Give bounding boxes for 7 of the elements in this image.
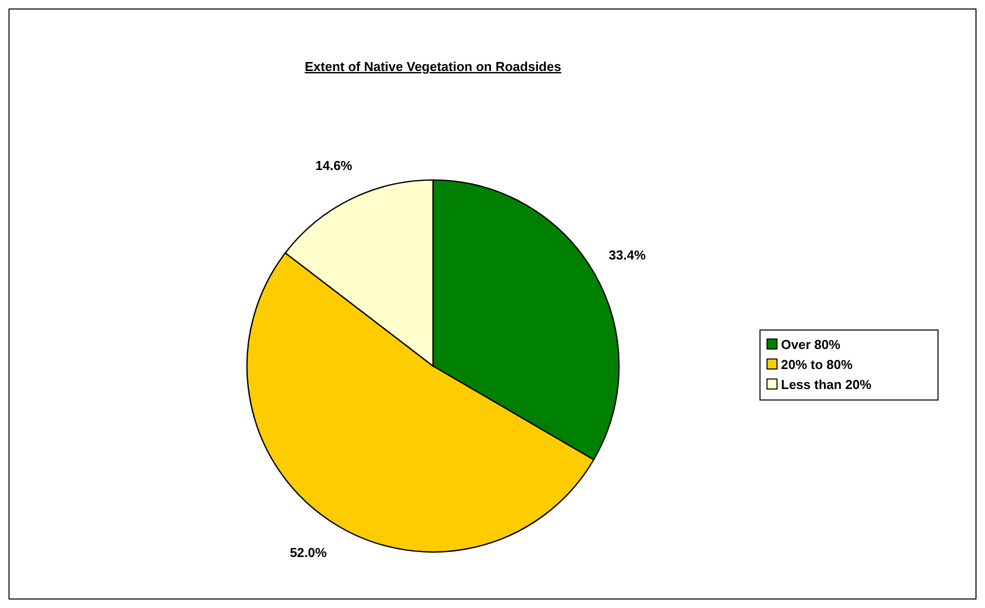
data-label: 14.6% — [315, 158, 353, 174]
legend-label: Less than 20% — [781, 377, 872, 392]
data-label: 33.4% — [608, 247, 646, 262]
legend-label: Over 80% — [781, 337, 841, 352]
chart-title: Extent of Native Vegetation on Roadsides — [304, 59, 562, 74]
legend-label: 20% to 80% — [781, 357, 853, 372]
data-label: 52.0% — [290, 545, 328, 560]
